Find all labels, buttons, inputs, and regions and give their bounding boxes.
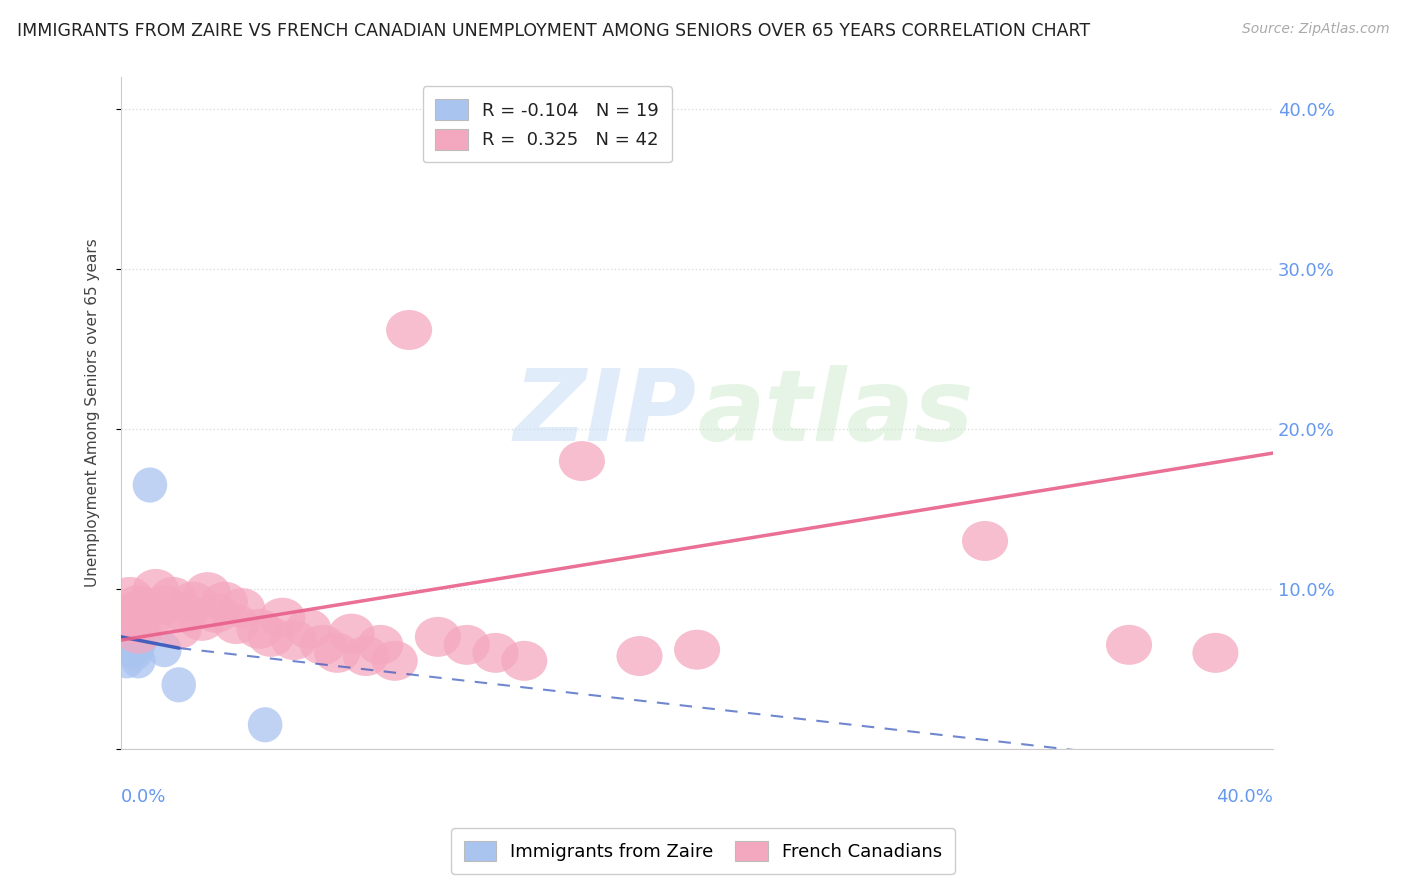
Legend: Immigrants from Zaire, French Canadians: Immigrants from Zaire, French Canadians	[451, 828, 955, 874]
Ellipse shape	[115, 614, 162, 654]
Ellipse shape	[202, 582, 247, 622]
Ellipse shape	[162, 593, 208, 632]
Text: 0.0%: 0.0%	[121, 788, 166, 805]
Y-axis label: Unemployment Among Seniors over 65 years: Unemployment Among Seniors over 65 years	[86, 239, 100, 588]
Ellipse shape	[247, 617, 294, 657]
Ellipse shape	[121, 588, 167, 628]
Ellipse shape	[115, 627, 150, 663]
Text: Source: ZipAtlas.com: Source: ZipAtlas.com	[1241, 22, 1389, 37]
Ellipse shape	[387, 310, 432, 350]
Ellipse shape	[558, 441, 605, 481]
Ellipse shape	[259, 598, 305, 638]
Ellipse shape	[184, 572, 231, 612]
Ellipse shape	[962, 521, 1008, 561]
Ellipse shape	[104, 601, 150, 640]
Ellipse shape	[472, 632, 519, 673]
Ellipse shape	[357, 625, 404, 665]
Ellipse shape	[1192, 632, 1239, 673]
Ellipse shape	[110, 593, 156, 632]
Ellipse shape	[110, 643, 145, 679]
Ellipse shape	[112, 615, 148, 649]
Ellipse shape	[170, 582, 217, 622]
Ellipse shape	[150, 577, 195, 617]
Legend: R = -0.104   N = 19, R =  0.325   N = 42: R = -0.104 N = 19, R = 0.325 N = 42	[423, 87, 672, 162]
Ellipse shape	[118, 631, 153, 665]
Ellipse shape	[107, 577, 153, 617]
Ellipse shape	[1107, 625, 1152, 665]
Ellipse shape	[444, 625, 489, 665]
Ellipse shape	[193, 593, 239, 632]
Ellipse shape	[115, 585, 162, 625]
Ellipse shape	[148, 632, 181, 667]
Ellipse shape	[115, 624, 150, 659]
Ellipse shape	[156, 609, 202, 648]
Ellipse shape	[162, 667, 195, 702]
Text: atlas: atlas	[697, 365, 973, 461]
Ellipse shape	[112, 604, 159, 644]
Ellipse shape	[112, 627, 148, 663]
Ellipse shape	[219, 588, 266, 628]
Ellipse shape	[314, 632, 360, 673]
Ellipse shape	[271, 620, 316, 660]
Ellipse shape	[343, 636, 389, 676]
Ellipse shape	[141, 585, 187, 625]
Ellipse shape	[179, 601, 225, 640]
Ellipse shape	[107, 611, 141, 647]
Ellipse shape	[121, 643, 156, 679]
Ellipse shape	[118, 635, 153, 671]
Ellipse shape	[415, 617, 461, 657]
Ellipse shape	[127, 598, 173, 638]
Ellipse shape	[132, 569, 179, 609]
Ellipse shape	[673, 630, 720, 670]
Ellipse shape	[112, 619, 148, 655]
Ellipse shape	[616, 636, 662, 676]
Ellipse shape	[236, 609, 283, 648]
Text: IMMIGRANTS FROM ZAIRE VS FRENCH CANADIAN UNEMPLOYMENT AMONG SENIORS OVER 65 YEAR: IMMIGRANTS FROM ZAIRE VS FRENCH CANADIAN…	[17, 22, 1090, 40]
Ellipse shape	[371, 640, 418, 681]
Ellipse shape	[329, 614, 374, 654]
Ellipse shape	[115, 616, 150, 651]
Text: 40.0%: 40.0%	[1216, 788, 1272, 805]
Text: ZIP: ZIP	[515, 365, 697, 461]
Ellipse shape	[502, 640, 547, 681]
Ellipse shape	[285, 609, 332, 648]
Ellipse shape	[132, 467, 167, 502]
Ellipse shape	[214, 604, 259, 644]
Ellipse shape	[299, 625, 346, 665]
Ellipse shape	[118, 623, 153, 657]
Ellipse shape	[247, 707, 283, 742]
Ellipse shape	[110, 623, 145, 657]
Ellipse shape	[121, 627, 156, 663]
Ellipse shape	[112, 632, 148, 667]
